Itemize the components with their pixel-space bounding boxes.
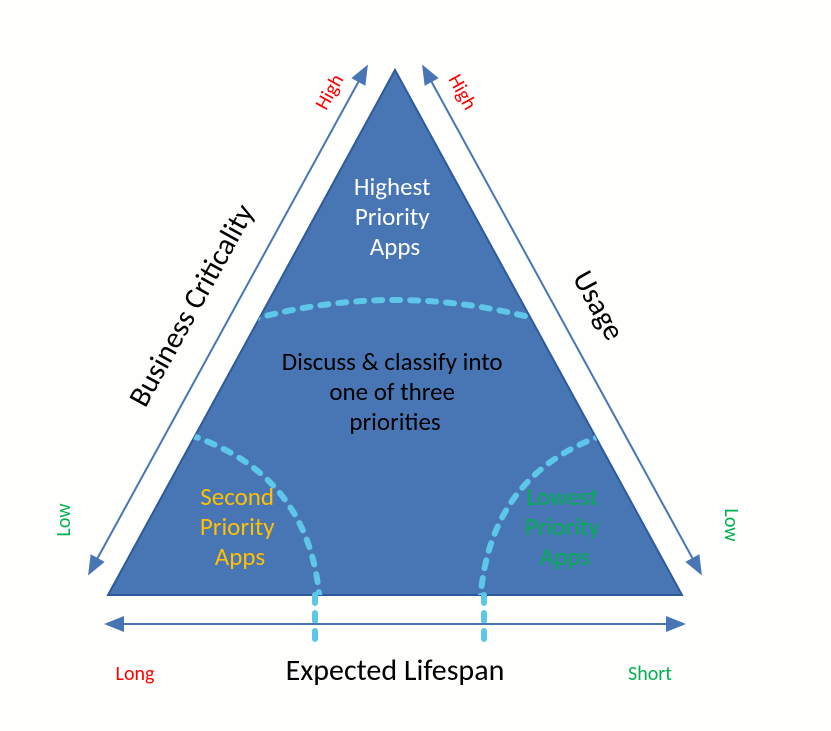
- left-axis-low-label: Low: [52, 503, 76, 537]
- right-axis-high-label: High: [443, 70, 482, 114]
- right-axis-low-label: Low: [719, 508, 743, 542]
- bottom-axis-label: Expected Lifespan: [286, 652, 505, 689]
- right-axis-label: Usage: [564, 264, 632, 347]
- triangle-diagram-container: Highest Priority Apps Discuss & classify…: [0, 0, 831, 731]
- diagram-svg: Highest Priority Apps Discuss & classify…: [0, 0, 831, 731]
- bottom-axis-long-label: Long: [116, 662, 155, 686]
- bottom-axis-short-label: Short: [628, 662, 672, 686]
